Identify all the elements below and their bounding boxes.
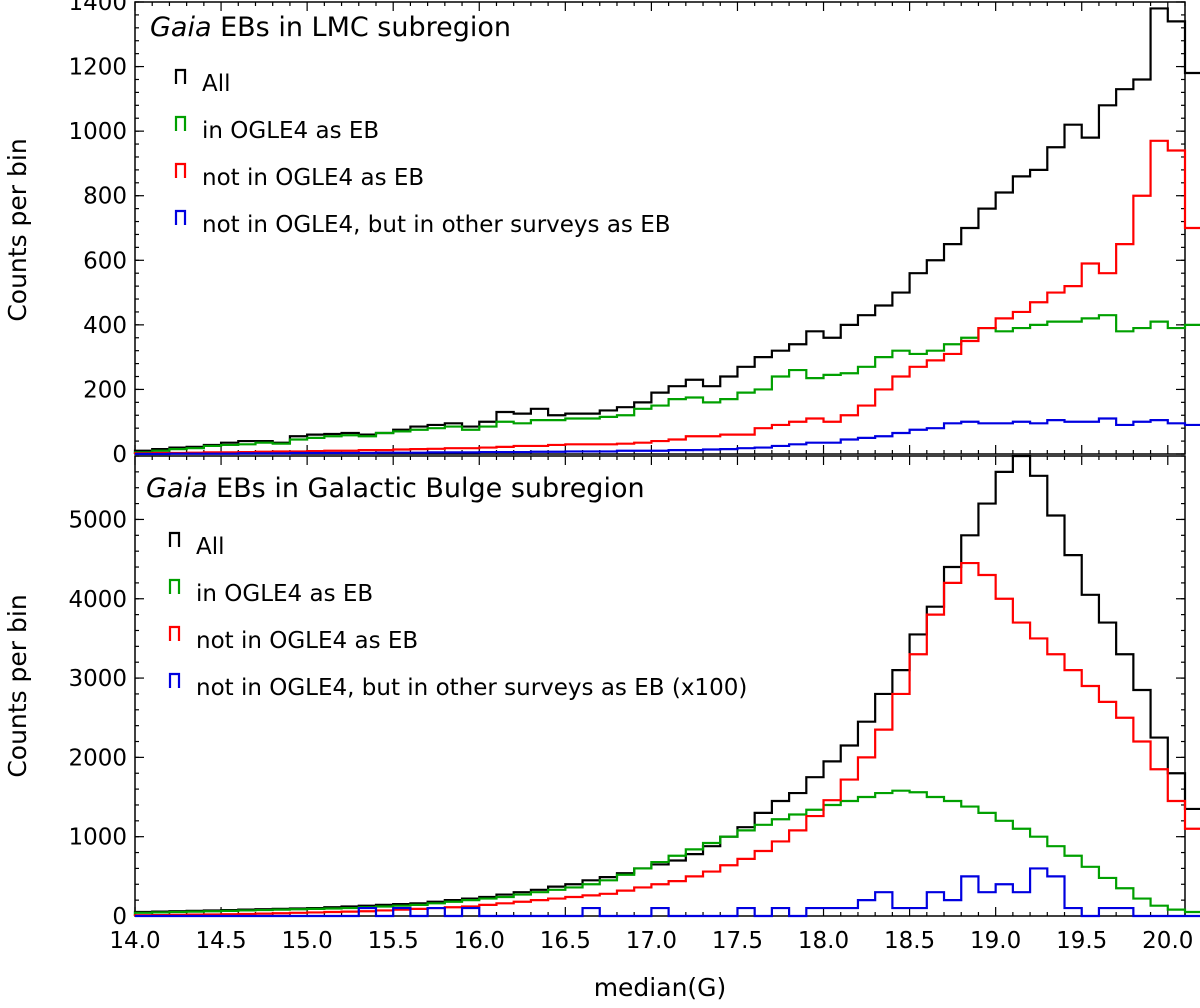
x-tick-label: 18.0: [798, 928, 849, 954]
bulge-series-2-histogram: [133, 561, 1200, 917]
bulge-series: [133, 454, 1200, 918]
lmc-y-tick-label: 600: [83, 248, 127, 274]
bulge-legend-label-1: in OGLE4 as EB: [196, 581, 373, 607]
lmc-legend-label-1: in OGLE4 as EB: [202, 118, 379, 144]
bulge-series-1-histogram: [133, 789, 1200, 916]
lmc-legend-swatch-0: [174, 68, 187, 84]
bulge-legend-label-2: not in OGLE4 as EB: [196, 628, 418, 654]
bulge-y-tick-label: 0: [112, 904, 127, 930]
lmc-title-rest: EBs in LMC subregion: [212, 12, 512, 43]
lmc-legend-label-0: All: [202, 71, 231, 97]
x-tick-label: 17.0: [626, 928, 677, 954]
lmc-legend-swatch-2: [174, 162, 187, 178]
bulge-title-italic: Gaia: [146, 473, 208, 504]
bulge-y-tick-label: 1000: [68, 825, 127, 851]
x-tick-label: 16.0: [454, 928, 505, 954]
lmc-y-tick-label: 1000: [68, 119, 127, 145]
lmc-series-1-histogram: [133, 314, 1200, 454]
lmc-y-tick-label: 200: [83, 377, 127, 403]
x-tick-label: 16.5: [540, 928, 591, 954]
x-axis-label: median(G): [594, 973, 727, 1002]
bulge-legend-label-0: All: [196, 534, 225, 560]
bulge-y-ticks: 0 1000 2000 3000 4000 5000: [68, 455, 1185, 930]
lmc-y-tick-label: 0: [112, 442, 127, 468]
bulge-x-ticks: 14.0 14.5 15.0 15.5 16.0 16.5 17.0 17.5 18.0 18.5…: [109, 456, 1193, 954]
bulge-legend-swatch-2: [168, 625, 181, 641]
bulge-legend-swatch-3: [168, 672, 181, 688]
bulge-y-tick-label: 2000: [68, 745, 127, 771]
lmc-series: [133, 7, 1200, 456]
lmc-title-italic: Gaia: [150, 12, 212, 43]
lmc-series-0-histogram: [133, 7, 1200, 454]
bulge-y-tick-label: 5000: [68, 507, 127, 533]
x-tick-label: 18.5: [884, 928, 935, 954]
lmc-legend-swatch-1: [174, 115, 187, 131]
bulge-legend-swatch-0: [168, 531, 181, 547]
lmc-legend-label-2: not in OGLE4 as EB: [202, 165, 424, 191]
lmc-y-ticks: 0 200 400 600 800 1000 1200 1400: [68, 0, 1185, 468]
bulge-series-3-histogram: [135, 867, 1200, 918]
lmc-y-tick-label: 1200: [68, 55, 127, 81]
lmc-series-2-histogram: [133, 139, 1200, 455]
lmc-y-tick-label: 400: [83, 313, 127, 339]
lmc-legend-label-3: not in OGLE4, but in other surveys as EB: [202, 212, 671, 238]
x-tick-label: 19.5: [1056, 928, 1107, 954]
bulge-panel-title: Gaia EBs in Galactic Bulge subregion: [146, 473, 645, 504]
lmc-y-tick-label: 800: [83, 184, 127, 210]
bulge-panel: 0 1000 2000 3000 4000 5000 14.0 14.5 15.0 15.5 16…: [3, 454, 1200, 1002]
bulge-legend-label-3: not in OGLE4, but in other surveys as EB…: [196, 675, 747, 701]
x-tick-label: 14.5: [195, 928, 246, 954]
x-tick-label: 15.0: [282, 928, 333, 954]
bulge-plot-frame: [134, 455, 1186, 917]
bulge-legend-swatch-1: [168, 578, 181, 594]
bulge-y-tick-label: 3000: [68, 666, 127, 692]
bulge-y-tick-label: 4000: [68, 587, 127, 613]
x-tick-label: 17.5: [712, 928, 763, 954]
lmc-legend-swatch-3: [174, 209, 187, 225]
bulge-title-rest: EBs in Galactic Bulge subregion: [208, 473, 645, 504]
x-tick-label: 20.0: [1142, 928, 1193, 954]
x-tick-label: 19.0: [970, 928, 1021, 954]
x-tick-label: 15.5: [368, 928, 419, 954]
x-tick-label: 14.0: [109, 928, 160, 954]
lmc-y-axis-label: Counts per bin: [3, 138, 32, 321]
lmc-panel: 0 200 400 600 800 1000 1200 1400 Gaia EBs in LM…: [3, 0, 1200, 468]
lmc-series-3-histogram: [135, 417, 1200, 456]
lmc-y-tick-label: 1400: [68, 0, 127, 16]
lmc-legend: All in OGLE4 as EB not in OGLE4 as EB not i…: [174, 68, 671, 238]
lmc-panel-title: Gaia EBs in LMC subregion: [150, 12, 511, 43]
bulge-y-axis-label: Counts per bin: [3, 594, 32, 777]
bulge-legend: All in OGLE4 as EB not in OGLE4 as EB not i…: [168, 531, 747, 701]
